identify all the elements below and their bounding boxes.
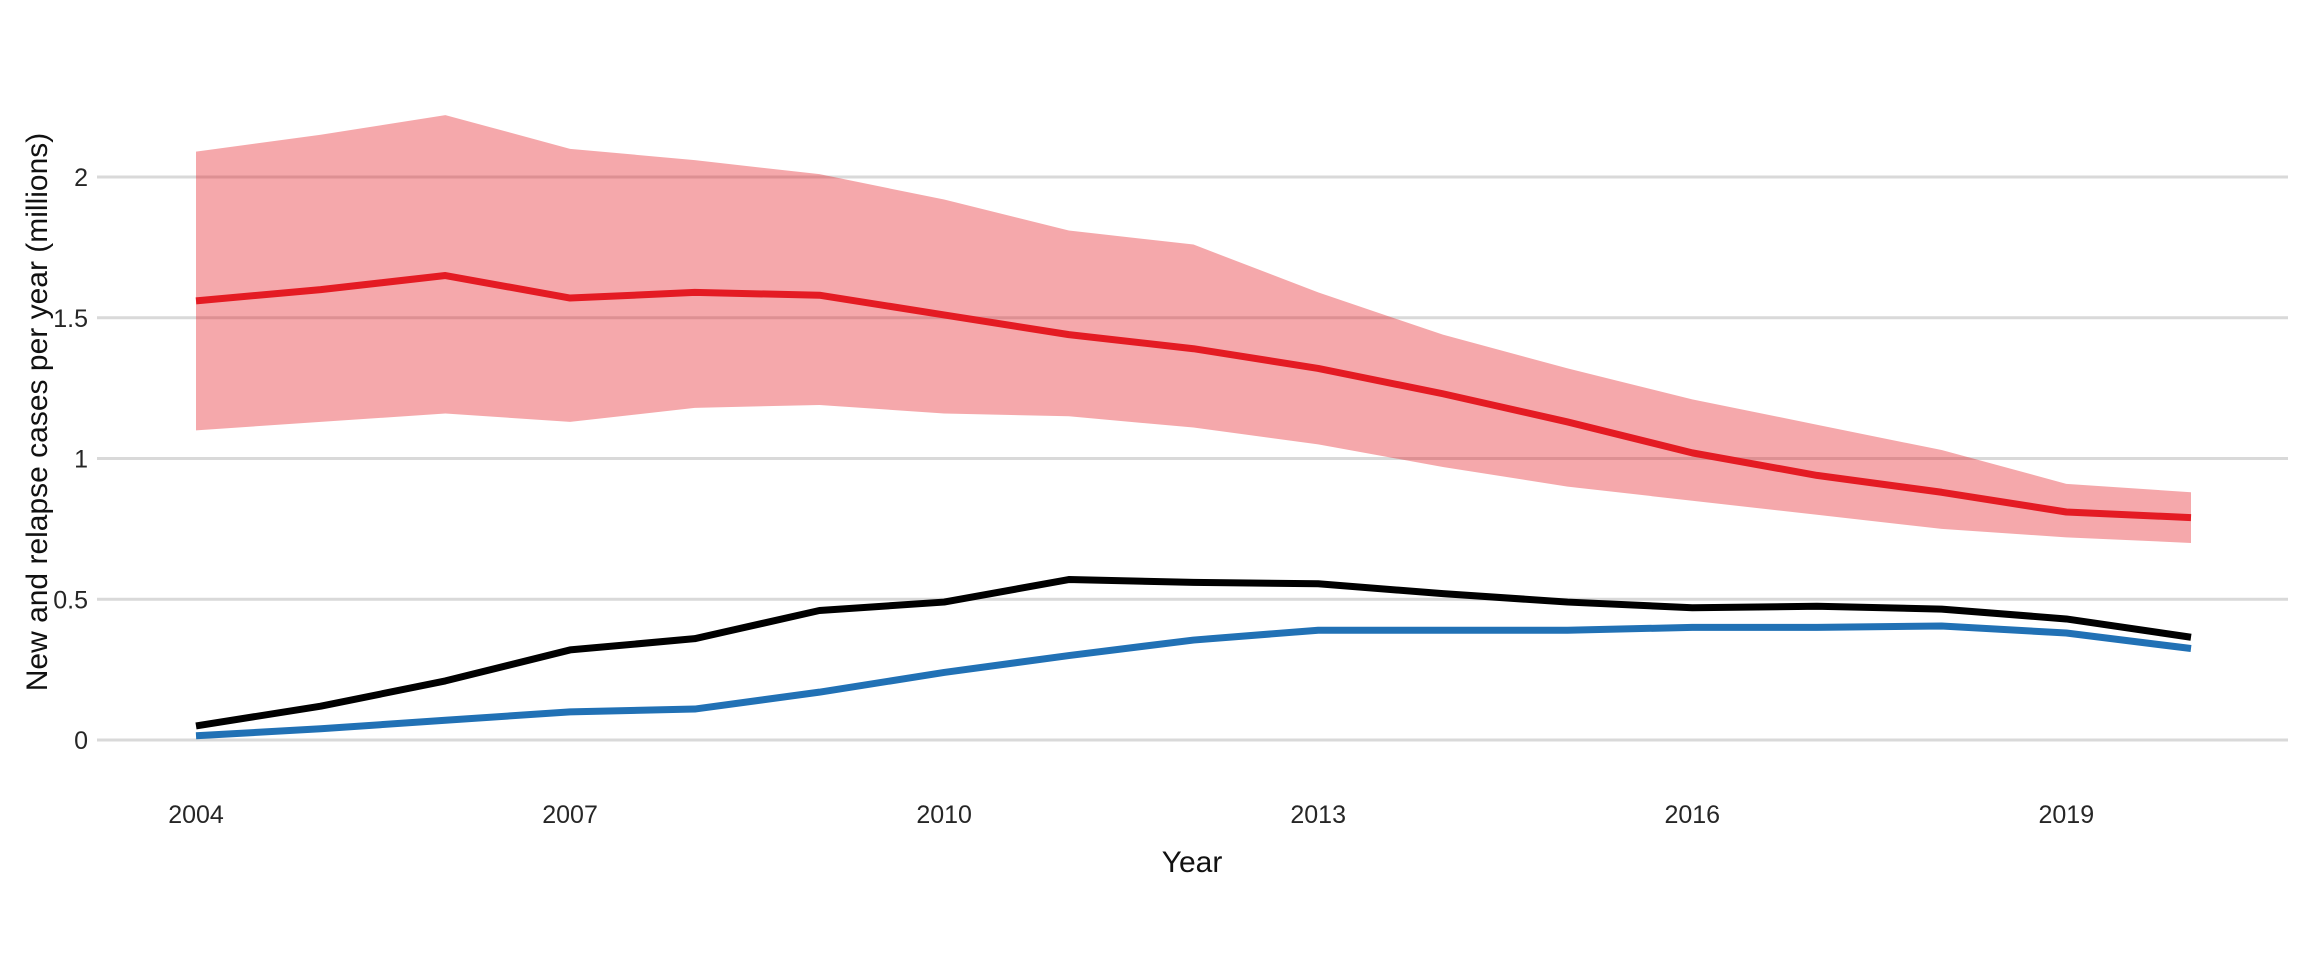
x-axis-title: Year — [1161, 846, 1223, 879]
x-tick-label: 2007 — [542, 801, 598, 829]
y-tick-label: 0.5 — [53, 586, 88, 614]
y-tick-label: 2 — [74, 164, 88, 192]
x-tick-label: 2010 — [916, 801, 972, 829]
x-tick-label: 2016 — [1664, 801, 1720, 829]
red-line-estimate — [195, 272, 2192, 522]
x-tick-label: 2019 — [2039, 801, 2095, 829]
y-tick-label: 0 — [74, 727, 88, 755]
y-axis-title: New and relapse cases per year (millions… — [21, 132, 54, 692]
y-tick-label: 1 — [74, 446, 88, 474]
y-tick-label: 1.5 — [53, 305, 88, 333]
black-line — [195, 576, 2192, 730]
x-tick-label: 2013 — [1290, 801, 1346, 829]
blue-line — [195, 622, 2192, 740]
confidence-band — [196, 115, 2191, 543]
x-tick-label: 2004 — [168, 801, 224, 829]
